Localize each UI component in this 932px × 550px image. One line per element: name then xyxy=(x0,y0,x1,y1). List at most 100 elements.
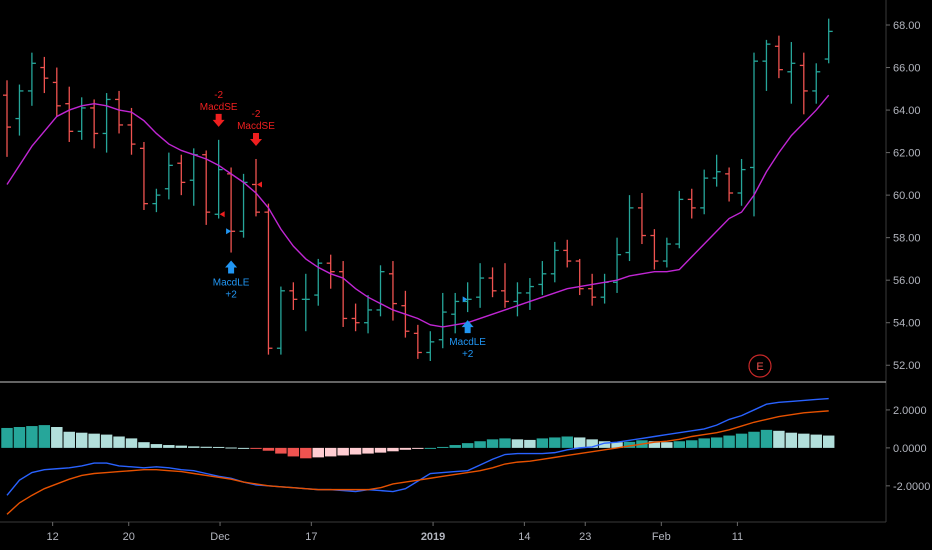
long-signal-label: MacdLE xyxy=(213,278,250,289)
macd-histogram-bar xyxy=(748,431,760,448)
short-signal-qty: -2 xyxy=(252,109,261,120)
macd-histogram-bar xyxy=(499,438,511,448)
macd-histogram-bar xyxy=(51,427,63,448)
price-tick-label: 52.00 xyxy=(893,360,921,372)
long-signal-label: MacdLE xyxy=(449,337,486,348)
macd-histogram-bar xyxy=(88,433,100,448)
price-tick-label: 64.00 xyxy=(893,105,921,117)
macd-histogram-bar xyxy=(237,447,250,449)
time-tick-label: Feb xyxy=(652,531,671,543)
macd-histogram-bar xyxy=(698,438,710,448)
macd-histogram-bar xyxy=(648,441,661,448)
macd-histogram-bar xyxy=(100,434,113,448)
short-signal-label: MacdSE xyxy=(200,102,238,113)
long-entry-marker xyxy=(226,228,232,235)
price-tick-label: 68.00 xyxy=(893,20,921,32)
macd-histogram-bar xyxy=(138,442,150,448)
macd-histogram-bar xyxy=(586,439,598,448)
macd-histogram-bar xyxy=(412,447,424,449)
macd-histogram-bar xyxy=(810,434,822,448)
long-entry-marker xyxy=(462,296,468,303)
macd-histogram-bar xyxy=(349,447,362,455)
macd-histogram-bar xyxy=(735,433,748,448)
macd-histogram-bar xyxy=(212,446,225,448)
macd-histogram-bar xyxy=(686,440,698,448)
short-entry-marker xyxy=(219,211,225,218)
price-tick-label: 54.00 xyxy=(893,318,921,330)
macd-histogram-bar xyxy=(798,433,810,448)
macd-histogram-bar xyxy=(387,447,399,452)
macd-tick-label: 2.0000 xyxy=(893,405,927,417)
macd-histogram-bar xyxy=(150,444,163,448)
macd-histogram-bar xyxy=(1,427,13,448)
macd-histogram-bar xyxy=(661,442,673,448)
short-signal-arrow-icon xyxy=(250,132,262,146)
long-signal-arrow-icon xyxy=(461,320,474,334)
macd-histogram-bar xyxy=(26,426,38,448)
price-tick-label: 60.00 xyxy=(893,190,921,202)
macd-histogram-bar xyxy=(63,431,75,448)
price-tick-label: 56.00 xyxy=(893,275,921,287)
time-tick-label: 17 xyxy=(305,531,317,543)
long-signal-qty: +2 xyxy=(225,290,237,301)
macd-histogram-bar xyxy=(449,445,461,448)
macd-signal-line xyxy=(6,410,829,515)
macd-histogram-bar xyxy=(275,447,287,454)
time-tick-label: Dec xyxy=(210,531,230,543)
short-entry-marker xyxy=(257,181,262,188)
macd-histogram-bar xyxy=(549,437,561,448)
macd-histogram-bar xyxy=(524,439,536,448)
macd-histogram-bar xyxy=(75,432,88,448)
long-signal-arrow-icon xyxy=(225,260,238,274)
time-tick-label: 23 xyxy=(579,531,591,543)
time-tick-label: 12 xyxy=(47,531,59,543)
price-tick-label: 62.00 xyxy=(893,148,921,160)
price-tick-label: 66.00 xyxy=(893,63,921,75)
macd-histogram-bar xyxy=(362,447,374,454)
macd-histogram-bar xyxy=(38,425,51,448)
macd-histogram-bar xyxy=(113,436,125,448)
macd-histogram-bar xyxy=(723,435,735,448)
macd-histogram-bar xyxy=(424,447,437,449)
macd-histogram-bar xyxy=(337,447,349,456)
short-signal-arrow-icon xyxy=(212,113,225,127)
macd-histogram-bar xyxy=(710,437,723,448)
time-tick-label: 20 xyxy=(123,531,135,543)
macd-histogram-bar xyxy=(536,438,549,448)
macd-histogram-bar xyxy=(773,430,785,448)
macd-histogram-bar xyxy=(399,447,412,450)
long-signal-qty: +2 xyxy=(462,349,474,360)
moving-average-line xyxy=(6,94,830,328)
time-tick-label: 2019 xyxy=(421,531,445,543)
time-tick-label: 14 xyxy=(518,531,530,543)
macd-tick-label: 0.0000 xyxy=(893,443,927,455)
macd-histogram-bar xyxy=(287,447,300,457)
macd-histogram-bar xyxy=(511,439,524,448)
macd-histogram-bar xyxy=(785,432,798,448)
macd-histogram-bar xyxy=(374,447,387,453)
macd-histogram-bar xyxy=(573,437,586,448)
macd-histogram-bar xyxy=(486,439,499,448)
macd-histogram-bar xyxy=(822,435,835,448)
earnings-badge-icon[interactable] xyxy=(748,354,772,378)
short-signal-qty: -2 xyxy=(214,90,223,101)
macd-histogram-bar xyxy=(175,445,188,448)
macd-histogram-bar xyxy=(125,438,138,448)
macd-histogram-bar xyxy=(461,443,474,448)
macd-histogram-bar xyxy=(250,447,262,449)
price-tick-label: 58.00 xyxy=(893,233,921,245)
macd-histogram-bar xyxy=(611,442,623,448)
macd-histogram-bar xyxy=(561,436,573,448)
earnings-badge-label: E xyxy=(756,361,763,373)
macd-histogram-bar xyxy=(200,446,212,448)
macd-tick-label: -2.0000 xyxy=(893,481,930,493)
macd-histogram-bar xyxy=(673,441,686,448)
macd-histogram-bar xyxy=(13,427,26,448)
macd-histogram-bar xyxy=(300,447,312,459)
macd-histogram-bar xyxy=(760,429,773,448)
macd-histogram-bar xyxy=(623,441,636,448)
macd-histogram-bar xyxy=(598,441,611,448)
short-signal-label: MacdSE xyxy=(237,121,275,132)
macd-line xyxy=(6,397,829,496)
